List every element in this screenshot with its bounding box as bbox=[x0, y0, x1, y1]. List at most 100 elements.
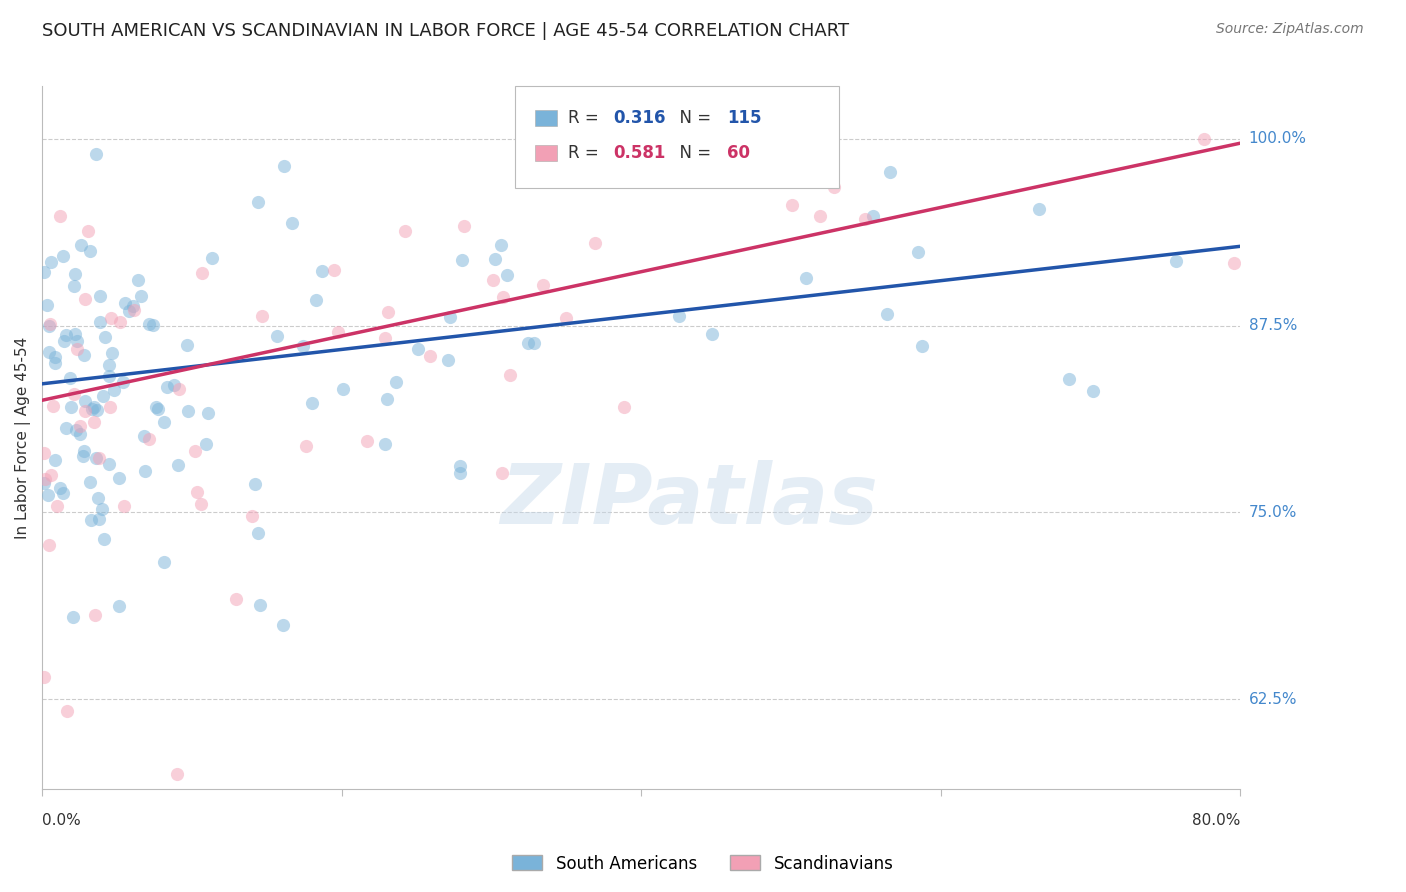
Point bbox=[191, 266, 214, 280]
Point bbox=[63, 386, 86, 401]
Point bbox=[89, 315, 111, 329]
Point bbox=[111, 375, 134, 389]
Point bbox=[93, 330, 115, 344]
Point bbox=[305, 293, 328, 307]
Point bbox=[800, 152, 823, 166]
Point bbox=[169, 382, 191, 396]
Point bbox=[34, 472, 56, 486]
Point bbox=[194, 437, 217, 451]
Point bbox=[103, 384, 125, 398]
Point bbox=[75, 393, 97, 408]
Text: Source: ZipAtlas.com: Source: ZipAtlas.com bbox=[1216, 22, 1364, 37]
Point bbox=[38, 538, 60, 552]
Point bbox=[1164, 253, 1187, 268]
Point bbox=[876, 307, 898, 321]
Point bbox=[80, 402, 103, 417]
Point bbox=[60, 400, 83, 414]
Point bbox=[65, 267, 87, 281]
Point bbox=[73, 444, 96, 458]
Point bbox=[240, 508, 263, 523]
Point bbox=[49, 209, 72, 223]
Point bbox=[63, 279, 86, 293]
Point bbox=[794, 271, 817, 285]
Point bbox=[91, 389, 114, 403]
Text: 62.5%: 62.5% bbox=[1249, 691, 1298, 706]
Point bbox=[153, 555, 176, 569]
Point bbox=[44, 453, 66, 467]
Point bbox=[862, 209, 884, 223]
Point bbox=[266, 328, 288, 343]
Point bbox=[73, 292, 96, 306]
Point bbox=[1222, 256, 1244, 270]
Point bbox=[138, 432, 160, 446]
Point bbox=[73, 404, 96, 418]
Point bbox=[97, 368, 120, 383]
Point bbox=[89, 288, 111, 302]
Text: N =: N = bbox=[669, 145, 717, 162]
Point bbox=[52, 249, 75, 263]
Point bbox=[271, 618, 294, 632]
Point bbox=[146, 401, 169, 416]
Point bbox=[186, 485, 208, 500]
Point bbox=[853, 212, 876, 227]
Point bbox=[499, 368, 522, 383]
Point bbox=[295, 439, 318, 453]
Text: 60: 60 bbox=[727, 145, 749, 162]
Point bbox=[377, 304, 399, 318]
Point bbox=[107, 471, 129, 485]
Point bbox=[100, 311, 122, 326]
Point bbox=[668, 309, 690, 323]
Point bbox=[38, 344, 60, 359]
Point bbox=[80, 513, 103, 527]
Point bbox=[911, 339, 934, 353]
Point bbox=[252, 309, 274, 323]
Point bbox=[583, 235, 606, 250]
Text: ZIPatlas: ZIPatlas bbox=[501, 460, 879, 541]
Point bbox=[79, 244, 101, 259]
Point bbox=[247, 525, 270, 540]
Text: R =: R = bbox=[568, 145, 603, 162]
Point bbox=[35, 298, 58, 312]
Point bbox=[301, 396, 323, 410]
Point bbox=[44, 350, 66, 364]
Point bbox=[62, 610, 84, 624]
Point bbox=[492, 290, 515, 304]
Point bbox=[406, 342, 429, 356]
Text: 80.0%: 80.0% bbox=[1192, 814, 1240, 829]
Point bbox=[56, 704, 79, 718]
Point bbox=[79, 475, 101, 490]
Point bbox=[39, 317, 62, 331]
Point bbox=[76, 224, 98, 238]
Point bbox=[39, 467, 62, 482]
Point bbox=[83, 400, 105, 414]
Point bbox=[72, 449, 94, 463]
Y-axis label: In Labor Force | Age 45-54: In Labor Force | Age 45-54 bbox=[15, 336, 31, 539]
Point bbox=[59, 370, 82, 384]
Text: 75.0%: 75.0% bbox=[1249, 505, 1296, 520]
Point bbox=[34, 265, 56, 279]
Point bbox=[49, 481, 72, 495]
Point bbox=[138, 317, 160, 331]
Point bbox=[32, 670, 55, 684]
Point bbox=[37, 488, 59, 502]
Point bbox=[613, 400, 636, 414]
Point bbox=[65, 327, 87, 342]
Point bbox=[496, 268, 519, 282]
Point bbox=[1057, 372, 1080, 386]
Point bbox=[69, 419, 91, 434]
Point bbox=[152, 415, 174, 429]
Point bbox=[449, 458, 471, 473]
Point bbox=[90, 501, 112, 516]
Point bbox=[450, 252, 472, 267]
Point bbox=[808, 209, 831, 223]
FancyBboxPatch shape bbox=[516, 87, 839, 188]
Point bbox=[84, 451, 107, 466]
FancyBboxPatch shape bbox=[534, 111, 557, 126]
Point bbox=[356, 434, 378, 449]
Point bbox=[73, 348, 96, 362]
Point bbox=[108, 599, 131, 614]
Point bbox=[704, 170, 727, 185]
Point bbox=[190, 497, 212, 511]
Point bbox=[65, 423, 87, 437]
Point bbox=[87, 512, 110, 526]
